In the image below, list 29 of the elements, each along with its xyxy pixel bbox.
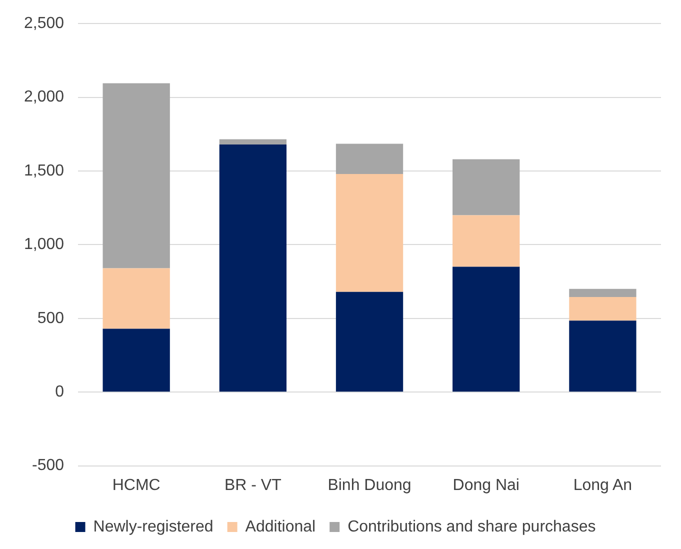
bar bbox=[452, 266, 520, 392]
bar bbox=[102, 328, 170, 392]
bar bbox=[219, 139, 287, 144]
bar bbox=[569, 320, 636, 392]
legend-label: Newly-registered bbox=[93, 518, 214, 536]
y-tick-label: 500 bbox=[37, 310, 64, 327]
y-tick-label: 2,500 bbox=[24, 15, 64, 32]
bar bbox=[336, 292, 404, 392]
bar bbox=[569, 297, 636, 321]
bar bbox=[336, 174, 404, 292]
bar bbox=[102, 83, 170, 268]
x-tick-label: HCMC bbox=[112, 476, 160, 494]
x-tick-label: Long An bbox=[573, 476, 632, 494]
bar bbox=[452, 159, 520, 216]
bar bbox=[336, 144, 404, 174]
legend-label: Contributions and share purchases bbox=[348, 518, 596, 536]
bar bbox=[452, 215, 520, 267]
y-tick-label: 0 bbox=[55, 384, 64, 401]
x-tick-label: Dong Nai bbox=[452, 476, 520, 494]
legend-label: Additional bbox=[245, 518, 316, 536]
bar bbox=[569, 288, 636, 298]
bar bbox=[102, 268, 170, 329]
x-tick-label: Binh Duong bbox=[328, 476, 412, 494]
bar bbox=[219, 144, 287, 392]
y-tick-label: 1,500 bbox=[24, 162, 64, 180]
y-tick-label: 2,000 bbox=[24, 88, 64, 106]
y-tick-label: -500 bbox=[32, 457, 64, 474]
x-tick-label: BR - VT bbox=[224, 476, 282, 494]
y-tick-label: 1,000 bbox=[24, 236, 64, 254]
